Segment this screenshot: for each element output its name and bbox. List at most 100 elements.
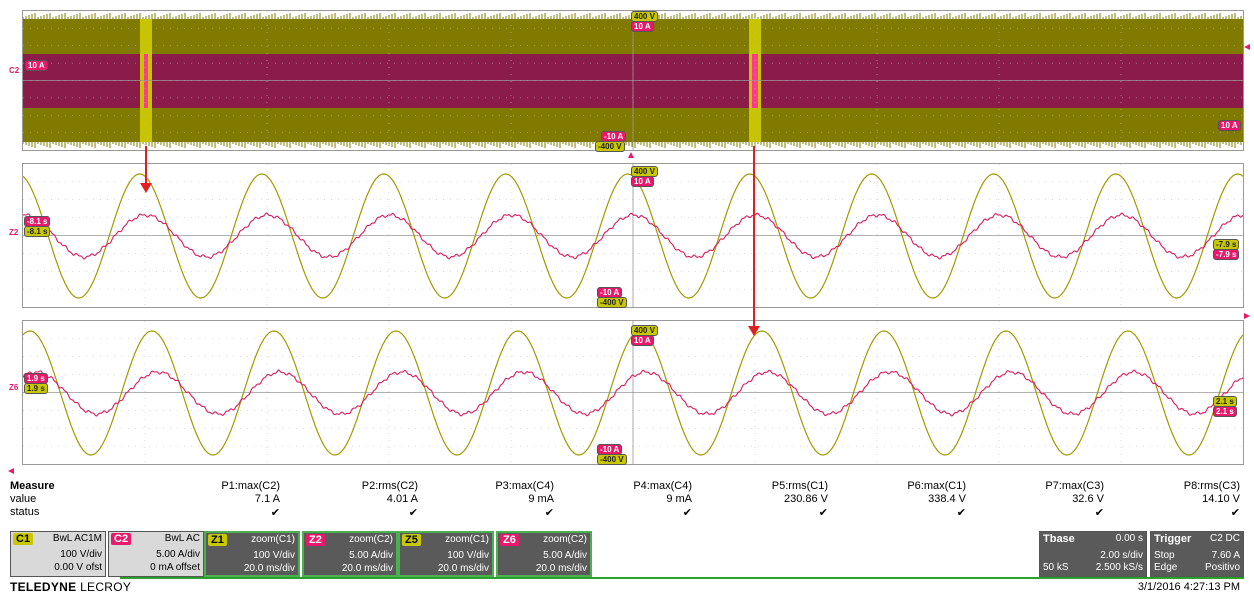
timebase-offset: 0.00 s xyxy=(1115,533,1143,544)
measure-p6-name[interactable]: P6:max(C1) xyxy=(907,480,966,492)
descriptor-tag: Z6 xyxy=(500,534,519,546)
descriptor-offset: 20.0 ms/div xyxy=(535,563,587,574)
measure-p1-value: 7.1 A xyxy=(254,493,280,505)
measure-p5-name[interactable]: P5:rms(C1) xyxy=(771,480,828,492)
measure-p4-value: 9 mA xyxy=(666,493,692,505)
measure-p3-status: ✔ xyxy=(544,507,554,519)
measure-p5-value: 230.86 V xyxy=(783,493,828,505)
zoom-z2-current-trace xyxy=(23,212,1243,260)
left-scroll-marker[interactable] xyxy=(8,468,14,474)
descriptor-tag: Z1 xyxy=(208,534,227,546)
trigger-title: Trigger xyxy=(1154,533,1192,545)
descriptor-offset: 20.0 ms/div xyxy=(437,563,489,574)
zoom-z6-current-trace xyxy=(23,369,1243,417)
brand-logo: TELEDYNE LECROY xyxy=(10,580,131,594)
timebase-descriptor[interactable]: Tbase 0.00 s 2.00 s/div 50 kS 2.500 kS/s xyxy=(1039,531,1147,577)
descriptor-scale: 100 V/div xyxy=(60,549,102,560)
descriptor-z5[interactable]: Z5 zoom(C1) 100 V/div 20.0 ms/div xyxy=(398,531,494,577)
descriptor-tag: Z5 xyxy=(402,534,421,546)
descriptor-offset: 0.00 V ofst xyxy=(54,562,102,573)
overview-trace xyxy=(23,11,1243,150)
measure-p3-value: 9 mA xyxy=(528,493,554,505)
measure-p4-status: ✔ xyxy=(682,507,692,519)
trigger-level: 7.60 A xyxy=(1211,550,1240,561)
zoom-grid-z2[interactable]: 400 V 10 A -10 A -400 V -8.1 s -8.1 s -7… xyxy=(22,163,1244,308)
brand-bold: TELEDYNE xyxy=(10,580,77,594)
timebase-scale: 2.00 s/div xyxy=(1100,550,1143,561)
measure-p7-name[interactable]: P7:max(C3) xyxy=(1045,480,1104,492)
descriptor-title: zoom(C2) xyxy=(543,534,587,545)
measure-p1-status: ✔ xyxy=(270,507,280,519)
zoom-grid-z6[interactable]: 400 V 10 A -10 A -400 V 1.9 s 1.9 s 2.1 … xyxy=(22,320,1244,465)
measure-status-label: status xyxy=(10,506,40,518)
measure-p8-name[interactable]: P8:rms(C3) xyxy=(1183,480,1240,492)
descriptor-title: zoom(C2) xyxy=(349,534,393,545)
bot-left-cap-2: 1.9 s xyxy=(24,383,48,394)
measure-p2-name[interactable]: P2:rms(C2) xyxy=(361,480,418,492)
descriptor-tag: C1 xyxy=(13,533,34,545)
descriptor-title: BwL AC xyxy=(164,533,200,544)
trigger-type: Edge xyxy=(1154,562,1178,573)
descriptor-c1[interactable]: C1 BwL AC1M 100 V/div 0.00 V ofst xyxy=(10,531,106,577)
measure-header-label: Measure xyxy=(10,480,55,492)
zoom1-marker-current xyxy=(144,54,148,108)
trigger-level-marker xyxy=(1244,44,1250,50)
timebase-title: Tbase xyxy=(1043,533,1075,545)
mid-cap-a: 10 A xyxy=(631,176,654,187)
measure-p6-status: ✔ xyxy=(956,507,966,519)
measure-p1-name[interactable]: P1:max(C2) xyxy=(221,480,280,492)
measure-p7-value: 32.6 V xyxy=(1072,493,1104,505)
descriptor-z6[interactable]: Z6 zoom(C2) 5.00 A/div 20.0 ms/div xyxy=(496,531,592,577)
descriptor-tag: C2 xyxy=(111,533,132,545)
measure-p2-status: ✔ xyxy=(408,507,418,519)
channel-z2-label: Z2 xyxy=(9,228,19,237)
descriptor-offset: 20.0 ms/div xyxy=(341,563,393,574)
measure-p5-status: ✔ xyxy=(818,507,828,519)
descriptor-scale: 5.00 A/div xyxy=(543,550,587,561)
descriptor-scale: 5.00 A/div xyxy=(156,549,200,560)
measure-p6-value: 338.4 V xyxy=(928,493,966,505)
descriptor-scale: 100 V/div xyxy=(253,550,295,561)
measure-p3-name[interactable]: P3:max(C4) xyxy=(495,480,554,492)
overview-grid[interactable]: 400 V 10 A -10 A -400 V 10 A 10 A xyxy=(22,10,1244,152)
channel-c2-label: C2 xyxy=(9,66,20,75)
measure-value-label: value xyxy=(10,493,37,505)
descriptor-offset: 0 mA offset xyxy=(150,562,200,573)
brand-light: LECROY xyxy=(80,580,132,594)
descriptor-tag: Z2 xyxy=(306,534,325,546)
top-left-label: 10 A xyxy=(25,60,48,71)
top-right-label: 10 A xyxy=(1218,120,1241,131)
descriptor-scale: 100 V/div xyxy=(447,550,489,561)
mid-left-cap-2: -8.1 s xyxy=(24,226,51,237)
descriptor-scale: 5.00 A/div xyxy=(349,550,393,561)
bot-cap-neg-v: -400 V xyxy=(597,454,627,465)
top-cap-neg-v: -400 V xyxy=(595,141,625,152)
trigger-source: C2 DC xyxy=(1209,533,1240,544)
channel-z6-label: Z6 xyxy=(9,383,19,392)
trigger-slope: Positivo xyxy=(1204,562,1240,573)
descriptor-title: zoom(C1) xyxy=(251,534,295,545)
trigger-pos-marker xyxy=(628,152,634,158)
trigger-descriptor[interactable]: Trigger C2 DC Stop 7.60 A Edge Positivo xyxy=(1150,531,1244,577)
measure-p7-status: ✔ xyxy=(1094,507,1104,519)
mid-right-cap-2: -7.9 s xyxy=(1213,249,1240,260)
top-cap-a: 10 A xyxy=(631,21,654,32)
trigger-mode: Stop xyxy=(1154,550,1175,561)
right-scroll-marker[interactable] xyxy=(1244,313,1250,319)
descriptor-title: zoom(C1) xyxy=(445,534,489,545)
measure-p8-value: 14.10 V xyxy=(1202,493,1240,505)
descriptor-title: BwL AC1M xyxy=(52,533,102,544)
measure-p4-name[interactable]: P4:max(C4) xyxy=(633,480,692,492)
descriptor-z1[interactable]: Z1 zoom(C1) 100 V/div 20.0 ms/div xyxy=(204,531,300,577)
timebase-rate: 2.500 kS/s xyxy=(1095,562,1143,573)
measure-p8-status: ✔ xyxy=(1230,507,1240,519)
bot-right-cap-2: 2.1 s xyxy=(1213,406,1237,417)
measure-p2-value: 4.01 A xyxy=(386,493,418,505)
descriptor-offset: 20.0 ms/div xyxy=(243,563,295,574)
descriptor-z2[interactable]: Z2 zoom(C2) 5.00 A/div 20.0 ms/div xyxy=(302,531,398,577)
mid-cap-neg-v: -400 V xyxy=(597,297,627,308)
descriptor-c2[interactable]: C2 BwL AC 5.00 A/div 0 mA offset xyxy=(108,531,204,577)
timebase-samples: 50 kS xyxy=(1043,562,1069,573)
bot-cap-a: 10 A xyxy=(631,335,654,346)
timestamp: 3/1/2016 4:27:13 PM xyxy=(1137,581,1240,593)
